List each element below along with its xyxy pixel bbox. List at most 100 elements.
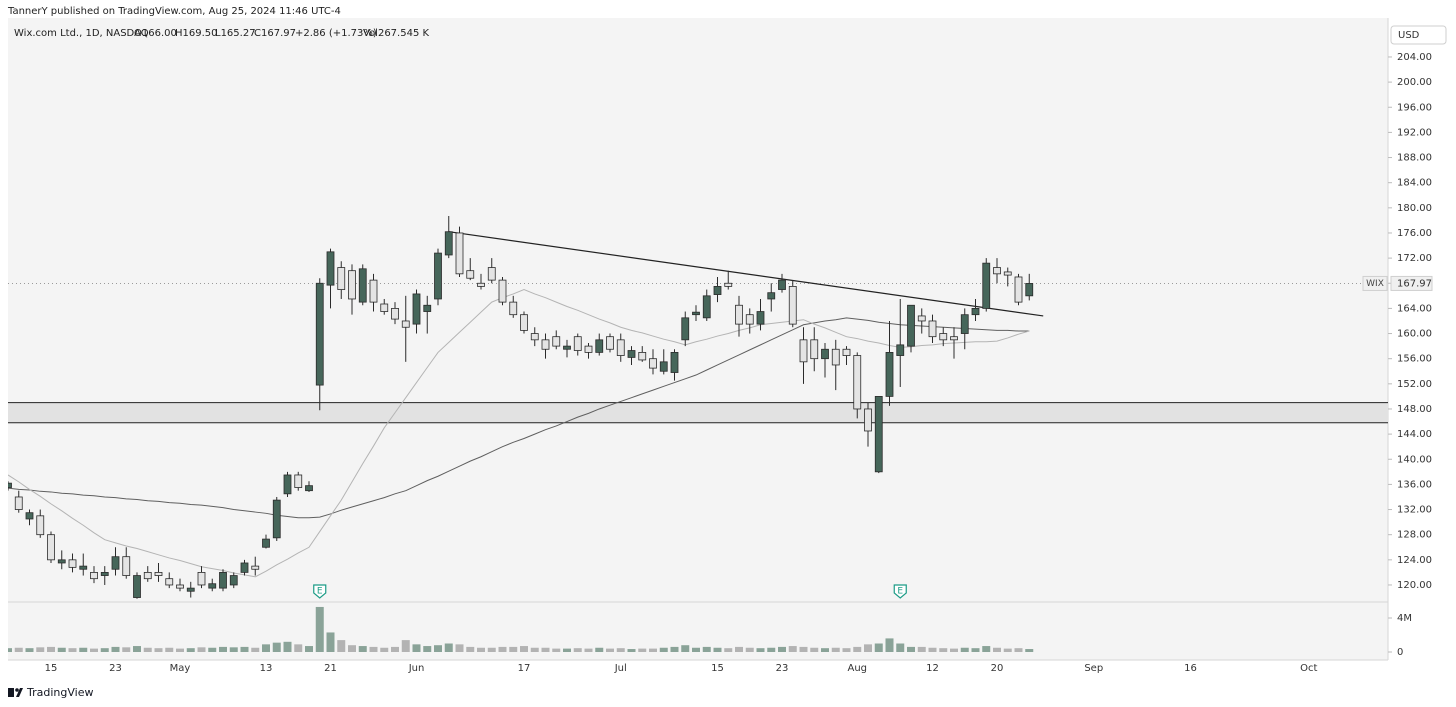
candle-body	[380, 303, 389, 312]
volume-bar	[831, 647, 840, 652]
candle-body	[649, 358, 657, 369]
volume-bar	[401, 640, 410, 652]
volume-bar	[391, 646, 399, 652]
volume-bar	[444, 643, 453, 652]
volume-bar	[498, 646, 507, 652]
candle-body	[778, 279, 786, 290]
volume-bar	[681, 645, 690, 652]
x-tick-label: Jun	[408, 663, 425, 674]
earnings-label[interactable]: E	[897, 587, 903, 597]
candle-body	[498, 279, 507, 303]
volume-bar	[928, 647, 937, 652]
candle-body	[369, 279, 378, 303]
volume-bar	[337, 640, 346, 652]
x-tick-label: 20	[991, 663, 1004, 674]
volume-bar	[907, 646, 915, 652]
volume-bar	[455, 644, 464, 652]
trendline	[448, 231, 1044, 317]
candle-body	[455, 232, 464, 275]
candle-body	[745, 314, 754, 325]
volume-bar	[8, 648, 12, 652]
candle-body	[165, 578, 174, 586]
legend-change: +2.86 (+1.73%)	[295, 28, 377, 39]
volume-bar	[197, 647, 206, 652]
candle-body	[692, 311, 700, 316]
legend-symbol: Wix.com Ltd., 1D, NASDAQ	[14, 28, 149, 39]
y-tick-label: 200.00	[1397, 77, 1432, 88]
volume-bar	[638, 648, 647, 652]
volume-bar	[68, 648, 77, 652]
candle-body	[14, 496, 23, 510]
currency-box[interactable]	[1390, 25, 1447, 45]
x-tick-label: Oct	[1300, 663, 1317, 674]
candle-body	[90, 572, 98, 580]
candle-body	[520, 314, 528, 331]
volume-bar	[143, 647, 152, 652]
y-tick-label: 152.00	[1397, 379, 1432, 390]
plot-area	[8, 18, 1388, 660]
volume-bar	[821, 648, 829, 652]
candle-body	[509, 301, 518, 316]
volume-bar	[649, 648, 657, 652]
earnings-label[interactable]: E	[317, 587, 323, 597]
volume-bar	[380, 647, 389, 652]
candle-body	[315, 282, 324, 386]
y-tick-label: 140.00	[1397, 454, 1432, 465]
volume-bar	[874, 643, 883, 652]
candle-body	[896, 344, 905, 356]
volume-bar	[133, 646, 141, 652]
volume-bar	[229, 647, 238, 652]
candle-body	[874, 395, 883, 473]
volume-bar	[950, 648, 958, 652]
symbol-tag: WIX	[1366, 279, 1384, 289]
candle-body	[133, 575, 141, 598]
candle-body	[219, 572, 227, 589]
volume-bar	[917, 646, 926, 652]
candle-body	[735, 304, 743, 325]
volume-bar	[305, 646, 313, 652]
candle-body	[176, 584, 184, 589]
currency[interactable]: USD	[1398, 30, 1420, 41]
candle-body	[143, 572, 152, 580]
volume-bar	[788, 646, 797, 652]
earnings-badge[interactable]	[313, 584, 327, 599]
x-tick-label: 17	[518, 663, 531, 674]
volume-bar	[982, 646, 991, 652]
candle-body	[326, 251, 335, 286]
candle-body	[971, 307, 980, 316]
candle-body	[283, 474, 292, 495]
candle-body	[466, 270, 475, 279]
volume-bar	[315, 606, 324, 652]
y-tick-label: 128.00	[1397, 530, 1432, 541]
candle-body	[928, 320, 937, 338]
volume-bar	[466, 646, 475, 652]
volume-bar	[659, 647, 668, 652]
volume-bar	[272, 642, 281, 652]
volume-bar	[358, 646, 367, 652]
candle-body	[638, 351, 647, 361]
candle-body	[595, 339, 604, 353]
earnings-badge[interactable]	[893, 584, 907, 599]
volume-bar	[326, 632, 335, 652]
y-tick-label: 148.00	[1397, 404, 1432, 415]
candle-body	[36, 515, 45, 536]
candle-body	[799, 339, 808, 363]
y-tick-label: 204.00	[1397, 52, 1432, 63]
volume-tick-label: 4M	[1397, 613, 1412, 624]
candle-body	[8, 482, 12, 488]
volume-bar	[1014, 648, 1023, 652]
volume-bar	[606, 648, 614, 652]
moving-average	[8, 317, 1030, 519]
volume-bar	[971, 648, 980, 652]
legend-low: L165.27	[215, 28, 256, 39]
y-tick-label: 120.00	[1397, 580, 1432, 591]
last-price-label: 167.97	[1397, 278, 1432, 289]
volume-bar	[477, 647, 485, 652]
candle-body	[821, 348, 829, 360]
candle-body	[444, 231, 453, 256]
volume-bar	[595, 647, 604, 652]
moving-average	[8, 288, 1030, 578]
volume-bar	[670, 646, 679, 652]
volume-bar	[810, 647, 819, 652]
candle-body	[681, 317, 690, 341]
